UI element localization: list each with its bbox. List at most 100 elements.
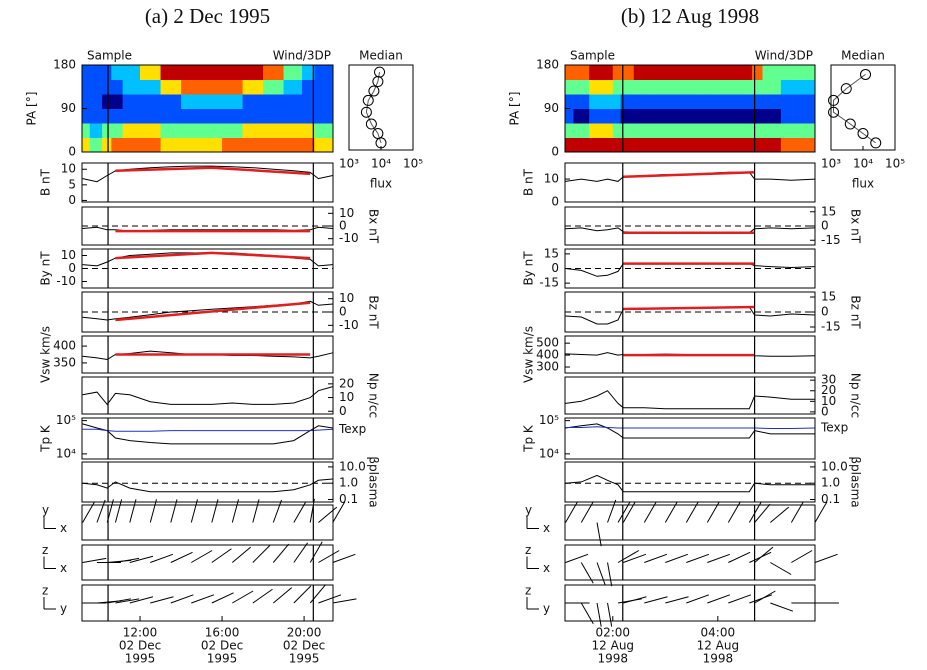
vector [318,594,342,604]
heatmap-cell [589,65,603,80]
heatmap-cell [283,65,303,80]
vector [596,602,602,627]
heatmap-cell [654,94,677,109]
heatmap-cell [111,79,124,95]
vector [617,550,640,563]
heatmap-cell [675,123,698,138]
heatmap-cell [82,65,91,80]
heatmap-cell [283,137,303,153]
y-axis-label: B nT [522,168,536,196]
x-tick-sublabel: 1995 [289,652,320,666]
y-tick-label: 0.1 [339,492,358,506]
panel-frame [81,376,334,415]
heatmap-cell [751,137,763,153]
y-axis-label: By nT [522,251,536,286]
y-tick-label: 10 [339,206,354,220]
series-line [565,263,816,277]
vector [191,594,215,604]
heatmap-cell [780,65,804,80]
panel-frame [564,162,816,203]
series-line [115,166,311,176]
y-tick-label: 1.0 [821,476,840,490]
vector [231,546,252,563]
axis-letter: z [42,543,48,557]
heatmap-cell [82,123,91,138]
median-x-label: flux [852,177,874,191]
axis-letter: y [525,503,532,517]
vector [728,551,751,563]
heatmap-cell [302,123,315,138]
vector [115,598,140,604]
heatmap-cell [633,94,656,109]
heatmap-cell [263,65,285,80]
vector [272,499,283,523]
y-axis-label: B nT [39,168,53,196]
median-point [860,68,872,80]
heatmap-cell [780,123,804,138]
heatmap-cell [780,79,804,95]
y-tick-label: 20 [339,376,354,390]
vector [231,499,240,523]
axis-letter: x [60,561,67,575]
series-label: Texp [820,421,848,435]
heatmap-cell [242,123,264,138]
median-point [844,118,856,130]
y-tick-label: 0 [68,145,76,159]
x-tick-label: 02:00 [595,626,630,640]
y-tick-label: 10 [61,162,76,176]
heatmap-cell [82,94,91,109]
heatmap-cell [602,65,614,80]
y-tick-label: 10⁴ [539,446,559,460]
y-axis-label: βplasma [849,456,863,507]
vector [770,602,794,612]
heatmap-cell [589,79,603,95]
heatmap-cell [803,137,816,153]
heatmap-cell [102,79,112,95]
heatmap-cell [222,79,244,95]
heatmap-cell [717,108,740,124]
series-line [115,251,311,260]
median-point [828,94,840,106]
axis-letter: x [60,521,67,535]
y-tick-label: 500 [536,336,559,350]
panel-frame [81,584,334,622]
y-tick-label: 0 [821,404,829,418]
panel-frame [564,461,816,503]
median-point [368,85,380,97]
heatmap-cell [122,79,141,95]
x-tick-sublabel: 02 Dec [283,639,325,653]
y-tick-label: 0 [339,305,347,319]
heatmap-cell [633,123,656,138]
y-tick-label: 5 [68,177,76,191]
heatmap-cell [89,79,103,95]
y-tick-label: 90 [61,101,76,115]
median-x-tick-label: 10³ [821,157,841,171]
heatmap-cell [565,94,574,109]
vector [644,553,668,563]
vector [293,585,312,604]
heatmap-cell [222,65,244,80]
heatmap-cell [696,108,719,124]
heatmap-cell [222,108,244,124]
axis-icon [43,597,56,610]
median-title: Median [841,49,885,63]
x-tick-label: 12:00 [123,626,158,640]
x-tick-sublabel: 1998 [703,652,734,666]
heatmap-cell [140,123,162,138]
heatmap-cell [242,79,264,95]
axis-letter: y [60,602,67,616]
y-tick-label: 0 [339,219,347,233]
heatmap-cell [602,137,614,153]
y-axis-label: Np n/cc [849,373,863,418]
y-tick-label: 10 [544,172,559,186]
median-x-tick-label: 10³ [339,157,359,171]
vector [129,555,154,563]
vector [115,557,140,563]
heatmap-cell [325,94,334,109]
median-point [828,106,840,118]
y-tick-label: 15 [821,204,836,218]
series-line [82,428,333,432]
vector [129,499,137,523]
heatmap-cell [201,108,223,124]
chart-title: (b) 12 Aug 1998 [621,4,759,28]
